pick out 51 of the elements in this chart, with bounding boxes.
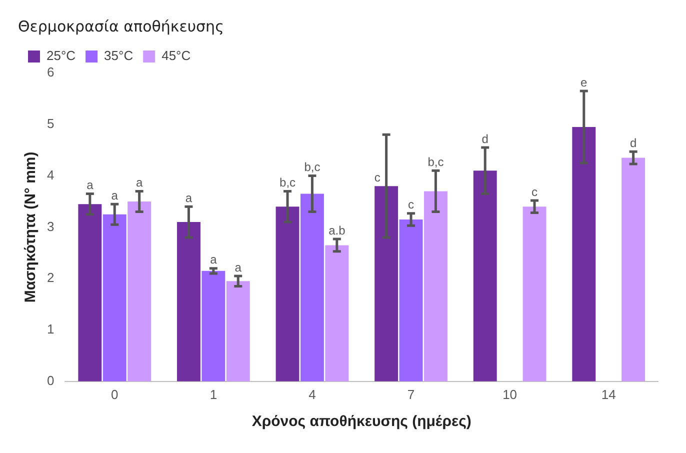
- bar: [522, 206, 546, 382]
- data-label: c: [408, 198, 414, 212]
- bar: [102, 214, 126, 382]
- bar: [226, 281, 250, 382]
- x-axis-title: Χρόνος αποθήκευσης (ημέρες): [252, 413, 472, 430]
- data-label: d: [482, 132, 488, 146]
- bar: [128, 202, 152, 382]
- x-tick-label: 0: [111, 386, 118, 402]
- legend-label: 45°C: [162, 48, 191, 64]
- y-tick-label: 1: [46, 322, 54, 337]
- bar: [78, 204, 102, 382]
- data-label: b,c: [428, 154, 444, 169]
- data-label: a: [234, 260, 242, 274]
- y-tick-label: 2: [46, 270, 54, 286]
- bar: [399, 219, 423, 382]
- y-tick-label: 0: [46, 372, 54, 388]
- legend-label: 25°C: [46, 48, 76, 64]
- bar: [325, 245, 349, 382]
- y-tick-label: 5: [46, 116, 54, 131]
- x-tick-label: 10: [502, 386, 518, 402]
- bar: [374, 186, 398, 382]
- data-label: d: [630, 136, 637, 150]
- bar: [202, 270, 226, 382]
- data-label: b,c: [280, 176, 296, 190]
- bar: [424, 191, 448, 382]
- bar: [176, 222, 200, 382]
- legend-label: 35°C: [104, 48, 134, 64]
- bar: [473, 170, 497, 382]
- data-label: c: [532, 184, 538, 199]
- x-tick-label: 4: [308, 386, 316, 402]
- data-label: a: [210, 252, 218, 267]
- bar: [622, 158, 646, 382]
- data-label: c: [374, 170, 380, 184]
- y-tick-label: 3: [46, 218, 54, 234]
- bar: [276, 206, 300, 382]
- bar: [572, 126, 596, 382]
- x-tick-label: 1: [210, 386, 218, 402]
- data-label: b,c: [304, 160, 320, 174]
- x-tick-label: 7: [407, 386, 415, 402]
- y-axis-title: Μασηκότητα (N° mm): [22, 152, 40, 303]
- data-label: a: [136, 176, 143, 190]
- data-label: a: [185, 190, 192, 205]
- data-label: a: [111, 188, 118, 202]
- x-tick-label: 14: [601, 386, 616, 402]
- data-label: e: [580, 75, 588, 90]
- y-tick-label: 6: [46, 64, 54, 80]
- bar: [300, 194, 324, 382]
- legend-title: Θερμοκρασία αποθήκευσης: [18, 17, 224, 36]
- data-label: a: [86, 178, 94, 192]
- data-label: a.b: [328, 223, 346, 238]
- y-tick-label: 4: [46, 167, 54, 182]
